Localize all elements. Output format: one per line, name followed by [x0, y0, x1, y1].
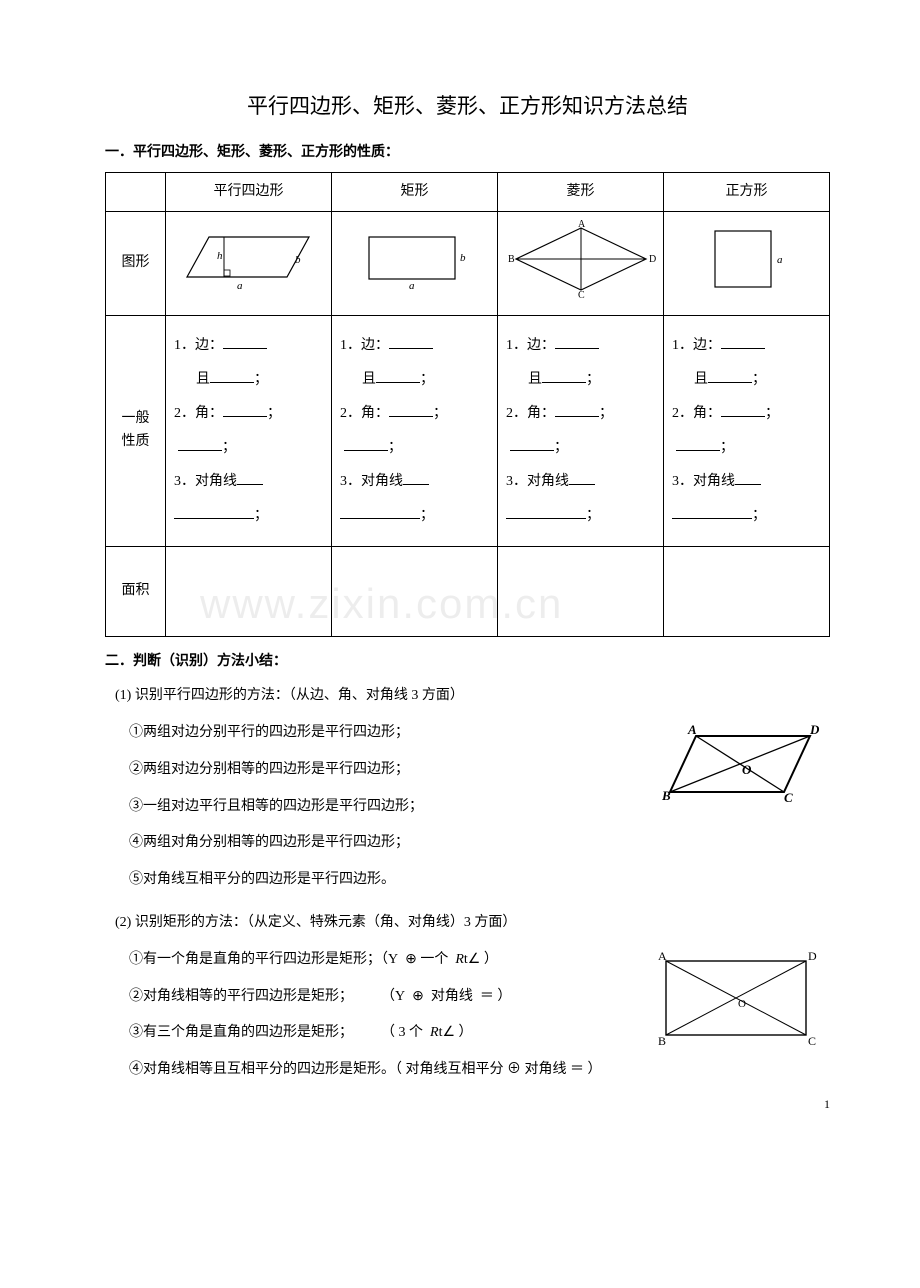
shape-rectangle: b a [332, 212, 498, 315]
item2-title: (2) 识别矩形的方法：（从定义、特殊元素（角、对角线）3 方面） [115, 908, 830, 939]
prop-rhombus: 1．边： 且； 2．角：； ； 3．对角线 ； [498, 315, 664, 546]
properties-table: 平行四边形 矩形 菱形 正方形 图形 h b a b a [105, 172, 830, 637]
svg-text:B: B [508, 254, 515, 265]
svg-text:A: A [658, 949, 667, 963]
rhombus-icon: A B C D [506, 220, 656, 298]
prop-square: 1．边： 且； 2．角：； ； 3．对角线 ； [664, 315, 830, 546]
svg-text:O: O [738, 998, 746, 1010]
section2-heading: 二．判断（识别）方法小结： [105, 651, 830, 673]
svg-text:h: h [217, 250, 223, 262]
svg-text:a: a [409, 280, 415, 291]
item1-sub4: ④两组对角分别相等的四边形是平行四边形； [129, 828, 830, 859]
row-area-label: 面积 [106, 546, 166, 636]
page-title: 平行四边形、矩形、菱形、正方形知识方法总结 [105, 90, 830, 124]
svg-text:a: a [777, 254, 783, 266]
svg-text:b: b [460, 252, 466, 264]
svg-text:D: D [649, 254, 656, 265]
prop-parallelogram: 1．边： 且； 2．角：； ； 3．对角线 ； [166, 315, 332, 546]
th-square: 正方形 [664, 172, 830, 211]
prop-rectangle: 1．边： 且； 2．角：； ； 3．对角线 ； [332, 315, 498, 546]
area-rectangle [332, 546, 498, 636]
svg-text:b: b [295, 254, 301, 266]
svg-text:D: D [808, 949, 817, 963]
rectangle-icon: b a [355, 227, 475, 291]
area-rhombus [498, 546, 664, 636]
section1-heading: 一．平行四边形、矩形、菱形、正方形的性质： [105, 142, 830, 164]
th-blank [106, 172, 166, 211]
svg-text:B: B [658, 1034, 666, 1048]
th-rectangle: 矩形 [332, 172, 498, 211]
item2-sub4: ④对角线相等且互相平分的四边形是矩形。（ 对角线互相平分 ⊕ 对角线 ＝ ） [129, 1055, 830, 1086]
svg-text:C: C [578, 290, 585, 298]
row-shape-label: 图形 [106, 212, 166, 315]
svg-text:A: A [687, 722, 697, 737]
svg-text:B: B [662, 788, 671, 803]
page-number: 1 [824, 1095, 830, 1114]
rectangle-diagram: A D B C O [652, 949, 822, 1057]
shape-parallelogram: h b a [166, 212, 332, 315]
th-parallelogram: 平行四边形 [166, 172, 332, 211]
shape-square: a [664, 212, 830, 315]
parallelogram-icon: h b a [179, 227, 319, 291]
svg-text:C: C [808, 1034, 816, 1048]
svg-text:O: O [742, 762, 752, 777]
square-icon: a [697, 223, 797, 295]
svg-text:D: D [809, 722, 820, 737]
rectangle-diag-icon: A D B C O [652, 949, 822, 1049]
area-parallelogram [166, 546, 332, 636]
parallelogram-diag-icon: A D B C O [662, 722, 822, 812]
svg-text:a: a [237, 280, 243, 291]
item1-title: (1) 识别平行四边形的方法：（从边、角、对角线 3 方面） [115, 681, 830, 712]
area-square [664, 546, 830, 636]
shape-rhombus: A B C D [498, 212, 664, 315]
row-prop-label: 一般 性质 [106, 315, 166, 546]
item1-sub5: ⑤对角线互相平分的四边形是平行四边形。 [129, 865, 830, 896]
th-rhombus: 菱形 [498, 172, 664, 211]
svg-text:C: C [784, 790, 793, 805]
parallelogram-diagram: A D B C O [662, 722, 822, 820]
svg-text:A: A [578, 220, 586, 230]
